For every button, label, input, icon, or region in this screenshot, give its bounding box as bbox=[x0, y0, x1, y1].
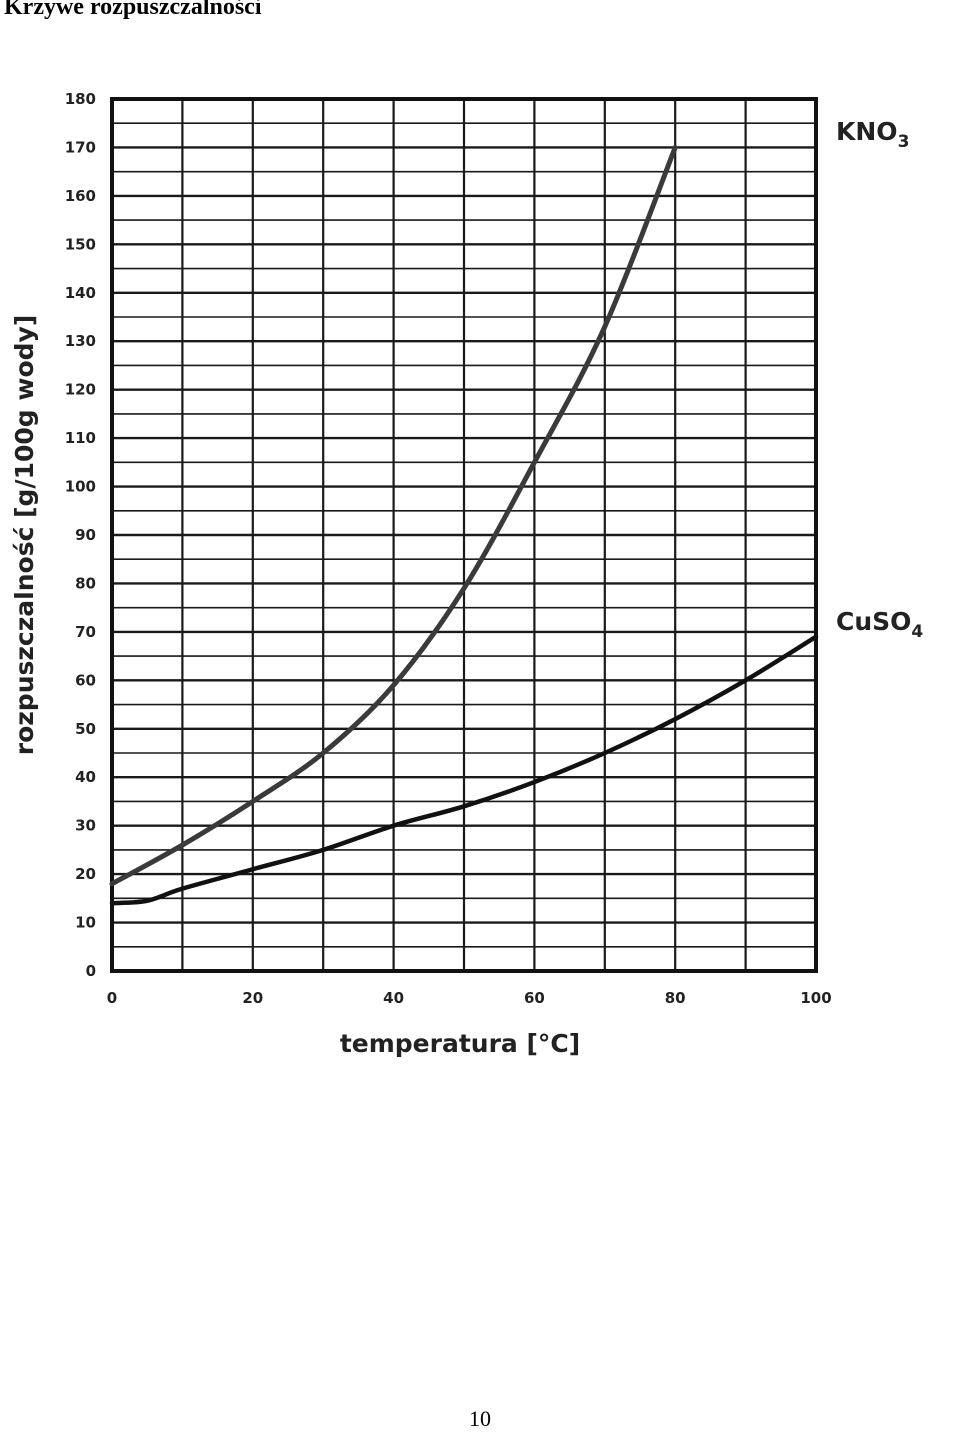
y-tick-label: 60 bbox=[75, 671, 96, 689]
y-tick-label: 10 bbox=[75, 914, 96, 932]
x-tick-label: 0 bbox=[107, 989, 117, 1007]
y-tick-label: 80 bbox=[75, 574, 96, 592]
x-tick-label: 40 bbox=[383, 989, 404, 1007]
page-heading: Krzywe rozpuszczalności bbox=[4, 0, 262, 20]
x-tick-label: 80 bbox=[665, 989, 686, 1007]
y-tick-label: 50 bbox=[75, 720, 96, 738]
series-label-kno3: KNO3 bbox=[836, 117, 909, 152]
y-tick-label: 70 bbox=[75, 623, 96, 641]
series-label-kno3-sub: 3 bbox=[898, 132, 910, 152]
y-tick-label: 40 bbox=[75, 768, 96, 786]
x-axis-title: temperatura [°C] bbox=[340, 1029, 580, 1058]
page-number: 10 bbox=[469, 1406, 491, 1431]
y-tick-label: 120 bbox=[65, 381, 96, 399]
tick-labels: 0 10 20 30 40 50 60 70 80 90 100 110 120 130 140 150 160… bbox=[65, 90, 832, 1007]
x-tick-label: 20 bbox=[242, 989, 263, 1007]
y-tick-label: 100 bbox=[65, 478, 96, 496]
y-tick-label: 130 bbox=[65, 332, 96, 350]
y-tick-label: 30 bbox=[75, 817, 96, 835]
x-tick-label: 100 bbox=[800, 989, 831, 1007]
y-tick-label: 170 bbox=[65, 138, 96, 156]
series-label-kno3-main: KNO bbox=[836, 117, 898, 146]
y-tick-label: 0 bbox=[86, 962, 96, 980]
series-label-cuso4-main: CuSO bbox=[836, 607, 911, 636]
y-tick-label: 140 bbox=[65, 284, 96, 302]
series-label-cuso4: CuSO4 bbox=[836, 607, 923, 642]
y-tick-label: 90 bbox=[75, 526, 96, 544]
y-axis-title: rozpuszczalność [g/100g wody] bbox=[10, 315, 39, 756]
y-tick-label: 180 bbox=[65, 90, 96, 108]
chart-grid bbox=[110, 97, 818, 973]
y-tick-label: 110 bbox=[65, 429, 96, 447]
y-tick-label: 150 bbox=[65, 235, 96, 253]
series-line-cuso4 bbox=[109, 634, 819, 906]
y-tick-label: 160 bbox=[65, 187, 96, 205]
y-tick-label: 20 bbox=[75, 865, 96, 883]
plot-frame bbox=[110, 97, 818, 973]
plot-border bbox=[110, 97, 818, 973]
series-line-kno3 bbox=[109, 144, 678, 887]
series-lines bbox=[109, 144, 819, 906]
x-tick-label: 60 bbox=[524, 989, 545, 1007]
series-label-cuso4-sub: 4 bbox=[911, 622, 923, 642]
solubility-chart: 0102030405060708090100110120130140150160… bbox=[10, 90, 923, 1058]
